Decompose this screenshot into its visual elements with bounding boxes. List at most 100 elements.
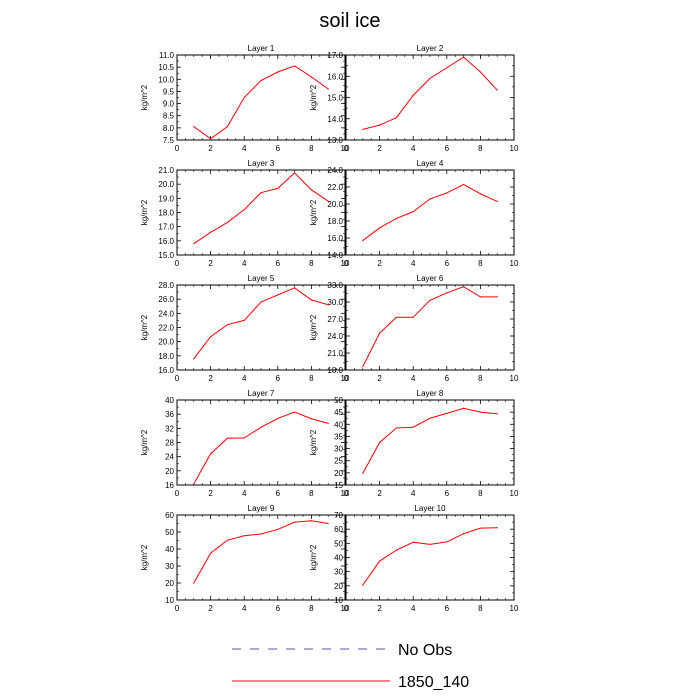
layer-3-frame <box>176 169 346 256</box>
layer-10-xtick-label: 0 <box>344 604 349 613</box>
layer-5-ytick-label: 20.0 <box>158 338 174 347</box>
layer-10-ytick-label: 60 <box>334 525 343 534</box>
layer-2-xtick-label: 6 <box>445 144 450 153</box>
layer-3-point <box>260 192 262 194</box>
layer-2-ytick-label: 17.0 <box>327 51 343 60</box>
layer-9-ytick-label: 30 <box>165 562 174 571</box>
layer-1-point <box>243 96 245 99</box>
layer-9-point <box>226 539 228 541</box>
layer-6-ytick-label: 30.0 <box>327 298 343 307</box>
layer-10-title: Layer 10 <box>414 504 446 513</box>
layer-4-ytick-label: 24.0 <box>327 166 343 175</box>
layer-9-ytick-label: 50 <box>165 528 174 537</box>
layer-3-point <box>193 243 195 245</box>
layer-1-xtick-label: 0 <box>175 144 180 153</box>
layer-6-point <box>412 316 414 318</box>
layer-5-point <box>210 336 212 338</box>
layer-1-ytick-label: 9.0 <box>163 100 175 109</box>
layer-4-point <box>429 198 431 200</box>
layer-9-point <box>260 533 262 535</box>
layer-6-point <box>429 299 431 301</box>
layer-9-point <box>294 521 296 523</box>
layer-7-point <box>310 418 312 420</box>
layer-1-xtick-label: 10 <box>341 144 350 153</box>
layer-4-ytick-label: 14.0 <box>327 251 343 260</box>
layer-1-point <box>310 76 312 78</box>
layer-5-title: Layer 5 <box>248 274 275 283</box>
layer-4-xtick-label: 10 <box>510 259 519 268</box>
layer-1-ytick-label: 8.0 <box>163 124 175 133</box>
layer-4-point <box>496 200 498 203</box>
layer-7-xtick-label: 2 <box>208 489 213 498</box>
layer-7-frame <box>176 399 346 486</box>
layer-5-point <box>193 358 195 360</box>
layer-1-ytick-label: 8.5 <box>163 112 175 121</box>
layer-8-ytick-label: 30 <box>334 445 343 454</box>
layer-9-xtick-label: 6 <box>276 604 281 613</box>
layer-3-point <box>294 172 296 174</box>
layer-5-ylabel: kg/m^2 <box>140 314 149 340</box>
layer-10-point <box>429 543 431 545</box>
layer-4-series-line <box>362 183 498 241</box>
layer-5-ytick-label: 16.0 <box>158 366 174 375</box>
layer-1-xtick-label: 6 <box>276 144 281 153</box>
layer-5-ytick-label: 18.0 <box>158 352 174 361</box>
layer-7-point <box>277 417 279 420</box>
layer-1-xtick-label: 2 <box>208 144 213 153</box>
layer-5-ytick-label: 22.0 <box>158 324 174 333</box>
layer-8-ytick-label: 40 <box>334 420 343 429</box>
layer-8-ytick-label: 50 <box>334 396 343 405</box>
layer-10-xtick-label: 4 <box>411 604 416 613</box>
layer-3-ylabel: kg/m^2 <box>140 199 149 225</box>
layer-6-ylabel: kg/m^2 <box>309 314 318 340</box>
layer-9-xtick-label: 2 <box>208 604 213 613</box>
layer-4-point <box>395 217 397 220</box>
layer-7-point <box>294 411 296 413</box>
layer-6-xtick-label: 10 <box>510 374 519 383</box>
layer-9-point <box>310 520 312 522</box>
layer-2-xtick-label: 0 <box>344 144 349 153</box>
layer-3-point <box>310 189 312 191</box>
layer-7-point <box>226 437 228 439</box>
layer-8-xtick-label: 6 <box>445 489 450 498</box>
layer-2-point <box>395 117 397 119</box>
layer-2-point <box>446 67 448 69</box>
layer-7-ylabel: kg/m^2 <box>140 429 149 455</box>
layer-6-xtick-label: 6 <box>445 374 450 383</box>
layer-2-point <box>412 94 414 96</box>
layer-1-frame <box>176 54 346 141</box>
layer-7-ytick-label: 20 <box>165 467 174 476</box>
layer-6-xtick-label: 4 <box>411 374 416 383</box>
layer-6-point <box>479 296 481 298</box>
layer-5-ytick-label: 28.0 <box>158 281 174 290</box>
layer-8-point <box>496 413 498 415</box>
layer-7-point <box>327 422 329 424</box>
layer-9-xtick-label: 0 <box>175 604 180 613</box>
layer-8-point <box>379 441 381 444</box>
layer-7-point <box>193 483 195 485</box>
layer-1-ytick-label: 7.5 <box>163 136 175 145</box>
layer-10-point <box>412 541 414 543</box>
layer-5-point <box>277 294 279 296</box>
layer-1-xtick-label: 4 <box>242 144 247 153</box>
layer-2-xtick-label: 2 <box>377 144 382 153</box>
layer-5-point <box>226 324 228 326</box>
layer-4-xtick-label: 0 <box>344 259 349 268</box>
layer-1-ylabel: kg/m^2 <box>140 84 149 110</box>
layer-4-point <box>479 193 481 195</box>
layer-8-xtick-label: 4 <box>411 489 416 498</box>
layer-9-xtick-label: 8 <box>309 604 314 613</box>
layer-5-frame <box>176 284 346 371</box>
figure-title: soil ice <box>319 10 381 32</box>
layer-5-point <box>243 319 245 322</box>
layer-5-point <box>327 304 329 306</box>
layer-1-point <box>193 126 195 128</box>
layer-3-ytick-label: 16.0 <box>158 237 174 246</box>
layer-1-ytick-label: 10.5 <box>158 63 174 72</box>
layer-9-point <box>243 535 245 537</box>
layer-5-ytick-label: 26.0 <box>158 295 174 304</box>
layer-2-xtick-label: 8 <box>478 144 483 153</box>
layer-4-ytick-label: 20.0 <box>327 200 343 209</box>
layer-1-ytick-label: 11.0 <box>159 51 175 60</box>
